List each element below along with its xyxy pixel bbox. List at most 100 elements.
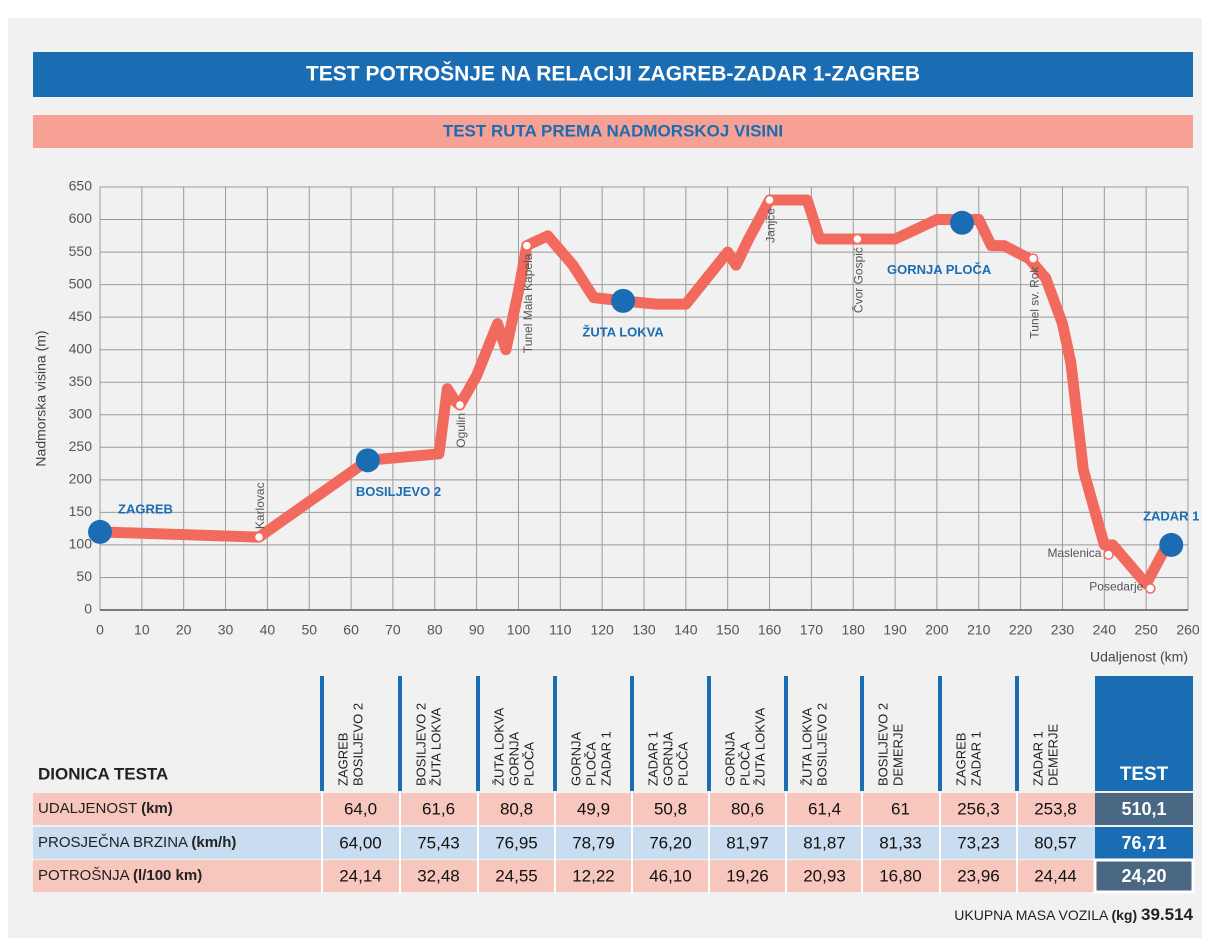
- column-header: PLOČA: [737, 742, 752, 786]
- row-bg: [33, 860, 1095, 892]
- cell-value: 61,6: [422, 799, 455, 818]
- cell-value: 19,26: [726, 866, 769, 885]
- total-cell-bg: [1095, 793, 1193, 825]
- waypoint-label: Tunel Mala Kapela: [521, 253, 535, 353]
- cell-value: 24,14: [339, 866, 382, 885]
- total-value: 24,20: [1121, 866, 1166, 886]
- column-header: ŽUTA LOKVA: [428, 707, 443, 786]
- cell-value: 256,3: [957, 799, 1000, 818]
- cell-value: 46,10: [649, 866, 692, 885]
- column-header: ZADAR 1: [968, 731, 983, 786]
- stop-label: GORNJA PLOČA: [887, 262, 992, 277]
- row-label-unit: (km/h): [191, 834, 236, 851]
- column-divider: [320, 676, 324, 791]
- stop-dot: [88, 519, 112, 544]
- column-header: ŽUTA LOKVA: [799, 707, 814, 786]
- cell-value: 253,8: [1034, 799, 1077, 818]
- y-tick-label: 150: [69, 503, 93, 519]
- total-value: 510,1: [1121, 799, 1166, 819]
- chart-title: TEST POTROŠNJE NA RELACIJI ZAGREB-ZADAR …: [306, 62, 920, 86]
- y-tick-label: 400: [69, 340, 93, 356]
- x-tick-label: 160: [758, 622, 782, 638]
- cell-value: 76,20: [649, 833, 692, 852]
- stop-dot: [1159, 532, 1184, 557]
- total-cell-bg: [1095, 827, 1193, 859]
- waypoint-label: Karlovac: [253, 482, 267, 529]
- column-header: GORNJA: [506, 732, 521, 787]
- column-divider: [398, 676, 402, 791]
- y-tick-label: 650: [69, 178, 93, 194]
- cell-value: 73,23: [957, 833, 1000, 852]
- waypoint-label: Maslenica: [1047, 546, 1101, 560]
- x-tick-label: 10: [134, 622, 150, 638]
- cell-value: 78,79: [572, 833, 615, 852]
- y-tick-label: 500: [69, 275, 93, 291]
- x-tick-label: 260: [1176, 622, 1200, 638]
- waypoint-dot: [1103, 549, 1114, 560]
- y-tick-label: 350: [69, 373, 93, 389]
- column-divider: [476, 676, 480, 791]
- y-tick-label: 450: [69, 308, 93, 324]
- waypoint-label: Tunel sv. Rok: [1027, 266, 1041, 339]
- footer-unit: (kg): [1111, 907, 1137, 923]
- column-header: PLOČA: [521, 742, 536, 786]
- column-header: PLOČA: [675, 742, 690, 786]
- x-tick-label: 130: [632, 622, 656, 638]
- cell-value: 23,96: [957, 866, 1000, 885]
- row-label-text: POTROŠNJA: [38, 867, 130, 884]
- stop-label: ZADAR 1: [1143, 508, 1199, 523]
- waypoint-label: Čvor Gospić: [851, 247, 866, 313]
- x-tick-label: 70: [385, 622, 401, 638]
- column-divider: [784, 676, 788, 791]
- x-tick-label: 120: [590, 622, 614, 638]
- footer-label: UKUPNA MASA VOZILA: [954, 907, 1109, 923]
- waypoint-label: Ogulin: [454, 413, 468, 448]
- total-value: 76,71: [1121, 833, 1166, 853]
- stop-label: ZAGREB: [118, 501, 173, 516]
- waypoint-label: Posedarje: [1089, 580, 1143, 594]
- y-tick-label: 200: [69, 471, 93, 487]
- subtitle-bar: [33, 115, 1193, 148]
- y-tick-label: 50: [76, 568, 92, 584]
- cell-value: 64,00: [339, 833, 382, 852]
- column-header: DEMERJE: [890, 724, 905, 786]
- stop-dot: [611, 288, 636, 313]
- column-header: ŽUTA LOKVA: [752, 707, 767, 786]
- x-tick-label: 150: [716, 622, 740, 638]
- y-tick-label: 300: [69, 405, 93, 421]
- column-divider: [938, 676, 942, 791]
- y-tick-label: 250: [69, 438, 93, 454]
- cell-value: 76,95: [495, 833, 538, 852]
- cell-value: 24,44: [1034, 866, 1077, 885]
- cell-value: 64,0: [344, 799, 377, 818]
- x-tick-label: 20: [176, 622, 192, 638]
- column-divider: [707, 676, 711, 791]
- total-cell-bg: [1093, 858, 1195, 894]
- cell-value: 80,57: [1034, 833, 1077, 852]
- waypoint-dot: [1027, 253, 1039, 264]
- row-label-text: PROSJEČNA BRZINA: [38, 834, 188, 851]
- y-tick-label: 0: [84, 601, 92, 617]
- row-bg: [33, 793, 1095, 825]
- title-bar: [33, 52, 1193, 97]
- x-tick-label: 30: [218, 622, 234, 638]
- x-tick-label: 80: [427, 622, 443, 638]
- column-header: ZADAR 1: [598, 731, 613, 786]
- x-tick-label: 250: [1134, 622, 1158, 638]
- stop-dot: [950, 210, 975, 235]
- x-tick-label: 50: [301, 622, 317, 638]
- cell-value: 50,8: [654, 799, 687, 818]
- panel: [8, 18, 1202, 938]
- row-bg: [33, 827, 1095, 859]
- table-corner: DIONICA TESTA: [38, 764, 168, 783]
- y-tick-label: 600: [69, 210, 93, 226]
- chart-subtitle: TEST RUTA PREMA NADMORSKOJ VISINI: [443, 121, 783, 140]
- total-header-bg: [1095, 676, 1193, 791]
- cell-value: 81,33: [879, 833, 922, 852]
- cell-value: 81,87: [803, 833, 846, 852]
- column-header: BOSILJEVO 2: [814, 703, 829, 786]
- waypoint-dot: [1145, 583, 1156, 594]
- y-tick-label: 100: [69, 536, 93, 552]
- x-tick-label: 60: [343, 622, 359, 638]
- column-divider: [860, 676, 864, 791]
